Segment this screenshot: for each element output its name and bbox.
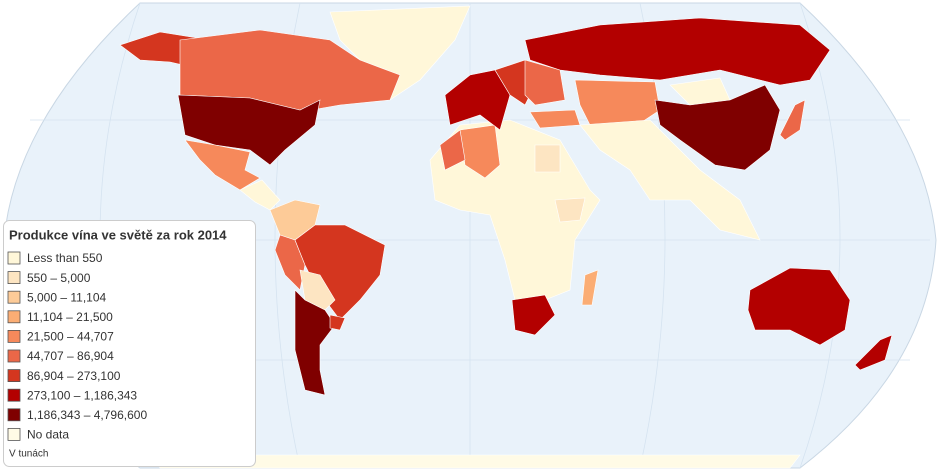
- australia: [747, 267, 851, 346]
- legend-swatch: [7, 330, 21, 343]
- china: [654, 84, 781, 171]
- legend: Produkce vína ve světě za rok 2014 V tun…: [3, 220, 256, 467]
- legend-swatch: [7, 271, 21, 284]
- legend-label: 5,000 – 11,104: [27, 290, 107, 304]
- legend-label: 273,100 – 1,186,343: [27, 388, 137, 402]
- legend-label: No data: [27, 428, 69, 442]
- madagascar: [581, 269, 599, 306]
- new-zealand: [854, 334, 893, 371]
- legend-swatch: [7, 369, 21, 383]
- greenland: [329, 5, 471, 101]
- legend-swatch: [7, 310, 21, 324]
- legend-box: [3, 220, 256, 467]
- legend-label: 86,904 – 273,100: [27, 369, 121, 383]
- legend-label: 550 – 5,000: [27, 271, 91, 285]
- legend-label: 44,707 – 86,904: [27, 349, 114, 363]
- south-africa: [511, 294, 556, 336]
- legend-title: Produkce vína ve světě za rok 2014: [9, 227, 227, 242]
- bolivia-paraguay: [299, 269, 336, 311]
- central-america: [239, 179, 281, 211]
- legend-swatch: [7, 251, 21, 265]
- western-europe: [444, 69, 511, 131]
- legend-label: 1,186,343 – 4,796,600: [27, 408, 147, 422]
- legend-swatch: [7, 427, 21, 441]
- brazil: [294, 224, 386, 321]
- uruguay: [329, 314, 346, 331]
- south-asia: [579, 119, 761, 241]
- russia: [524, 17, 831, 86]
- ethiopia: [554, 197, 586, 223]
- usa: [177, 94, 321, 166]
- legend-swatch: [7, 408, 21, 422]
- legend-swatch: [7, 290, 21, 304]
- japan: [779, 99, 806, 141]
- legend-note: V tunách: [9, 449, 48, 460]
- morocco: [439, 129, 466, 171]
- legend-label: Less than 550: [27, 251, 103, 265]
- countries: [119, 5, 893, 469]
- legend-swatch: [7, 388, 21, 402]
- legend-label: 21,500 – 44,707: [27, 330, 114, 344]
- legend-label: 11,104 – 21,500: [27, 310, 113, 324]
- legend-swatch: [7, 349, 21, 363]
- egypt: [534, 144, 561, 173]
- mexico: [184, 139, 261, 191]
- argentina-chile: [294, 289, 336, 396]
